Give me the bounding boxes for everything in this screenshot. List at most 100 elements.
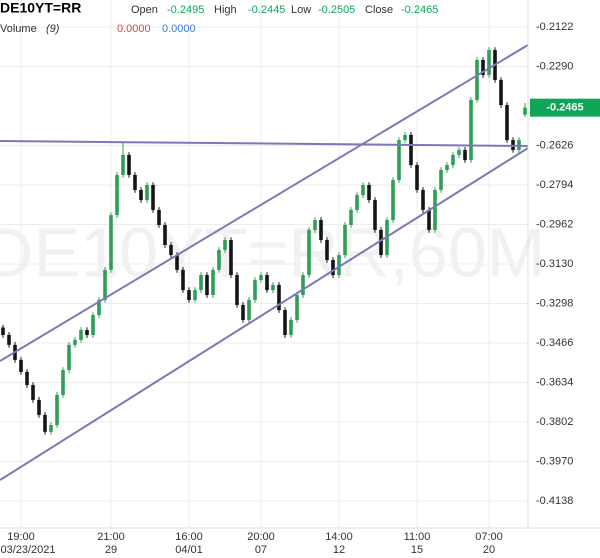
candle-body <box>37 399 41 415</box>
candle-body <box>223 240 227 250</box>
candle-body <box>421 189 425 210</box>
header: DE10YT=RR Open -0.2495 High -0.2445 Low … <box>0 0 438 35</box>
candle-body <box>133 174 137 190</box>
x-tick-label: 11:00 <box>404 531 431 543</box>
y-tick-label: -0.2290 <box>536 60 573 72</box>
y-tick-label: -0.2626 <box>536 139 573 151</box>
volume-title: Volume <box>0 23 37 35</box>
candle-body <box>49 425 53 432</box>
candle-body <box>457 149 461 155</box>
x-tick-label: 19:00 <box>7 531 35 543</box>
candle-body <box>445 165 449 170</box>
candle-body <box>115 174 119 216</box>
channel-upper <box>0 44 529 362</box>
candle-body <box>307 229 311 276</box>
candle-body <box>253 279 257 300</box>
candle-body <box>61 370 65 395</box>
candle-body <box>43 414 47 432</box>
candle-body <box>145 185 149 201</box>
candle-body <box>67 344 71 371</box>
candle-body <box>427 209 431 230</box>
candle-body <box>103 269 107 300</box>
x-date-label: 20 <box>483 544 495 556</box>
candle-body <box>433 189 437 230</box>
candle-body <box>343 224 347 256</box>
x-date-label: 12 <box>333 544 345 556</box>
candle-body <box>331 260 335 276</box>
candle-body <box>391 180 395 221</box>
candle-body <box>25 371 29 386</box>
candle-body <box>523 107 527 115</box>
volume-value: 0.0000 <box>162 23 196 35</box>
candle-body <box>7 334 11 345</box>
candle-body <box>1 327 5 335</box>
candle-body <box>193 290 197 300</box>
ohlc-label: Low <box>291 4 311 16</box>
ohlc-label: High <box>214 4 237 16</box>
candle-body <box>349 209 353 225</box>
y-tick-label: -0.3634 <box>536 376 573 388</box>
candle-body <box>373 200 377 230</box>
candle-body <box>439 169 443 190</box>
candle-body <box>295 295 299 320</box>
volume-value: 0.0000 <box>117 23 151 35</box>
x-date-label: 03/23/2021 <box>0 544 55 556</box>
candle-body <box>397 140 401 181</box>
candle-body <box>361 185 365 196</box>
candle-body <box>313 220 317 230</box>
y-tick-label: -0.4138 <box>536 495 573 507</box>
symbol: DE10YT=RR <box>0 0 81 16</box>
candle-body <box>79 330 83 340</box>
candle-body <box>475 59 479 100</box>
candle-body <box>19 359 23 372</box>
candle-body <box>259 275 263 280</box>
candle-body <box>181 269 185 291</box>
candle-body <box>175 255 179 270</box>
candle-body <box>379 229 383 256</box>
candle-body <box>31 385 35 400</box>
candle-body <box>337 255 341 276</box>
y-tick-label: -0.2122 <box>536 21 573 33</box>
candle-body <box>229 240 233 276</box>
candle-body <box>73 339 77 345</box>
candle-body <box>271 284 275 291</box>
candle-body <box>217 249 221 270</box>
candle-body <box>169 244 173 256</box>
y-tick-label: -0.2794 <box>536 179 573 191</box>
candle-body <box>97 299 101 316</box>
y-tick-label: -0.3466 <box>536 337 573 349</box>
candle-body <box>241 304 245 320</box>
candle-body <box>127 154 131 175</box>
last-price-label: -0.2465 <box>546 102 583 114</box>
x-tick-label: 16:00 <box>175 531 203 543</box>
candle-body <box>301 275 305 296</box>
candle-body <box>211 269 215 296</box>
channel-lower <box>0 147 529 481</box>
candle-body <box>505 105 509 141</box>
candle-body <box>481 59 485 75</box>
watermark: DE10YT=RR,60M <box>0 213 545 291</box>
x-tick-label: 14:00 <box>325 531 353 543</box>
ohlc-value: -0.2495 <box>167 4 204 16</box>
x-date-label: 15 <box>411 544 423 556</box>
candle-body <box>121 154 125 175</box>
ohlc-value: -0.2445 <box>248 4 285 16</box>
y-tick-label: -0.2962 <box>536 218 573 230</box>
volume-period: (9) <box>46 23 60 35</box>
x-tick-label: 21:00 <box>97 531 125 543</box>
candle-body <box>187 290 191 300</box>
candle-body <box>151 185 155 210</box>
x-date-label: 29 <box>105 544 117 556</box>
candle-body <box>463 149 467 161</box>
candle-body <box>247 299 251 320</box>
candle-body <box>355 195 359 210</box>
y-tick-label: -0.3298 <box>536 297 573 309</box>
candle-body <box>469 99 473 161</box>
candle-body <box>487 50 491 75</box>
y-tick-label: -0.3970 <box>536 455 573 467</box>
candle-body <box>325 240 329 261</box>
x-date-label: 04/01 <box>175 544 203 556</box>
candle-body <box>409 134 413 166</box>
candle-body <box>415 165 419 190</box>
